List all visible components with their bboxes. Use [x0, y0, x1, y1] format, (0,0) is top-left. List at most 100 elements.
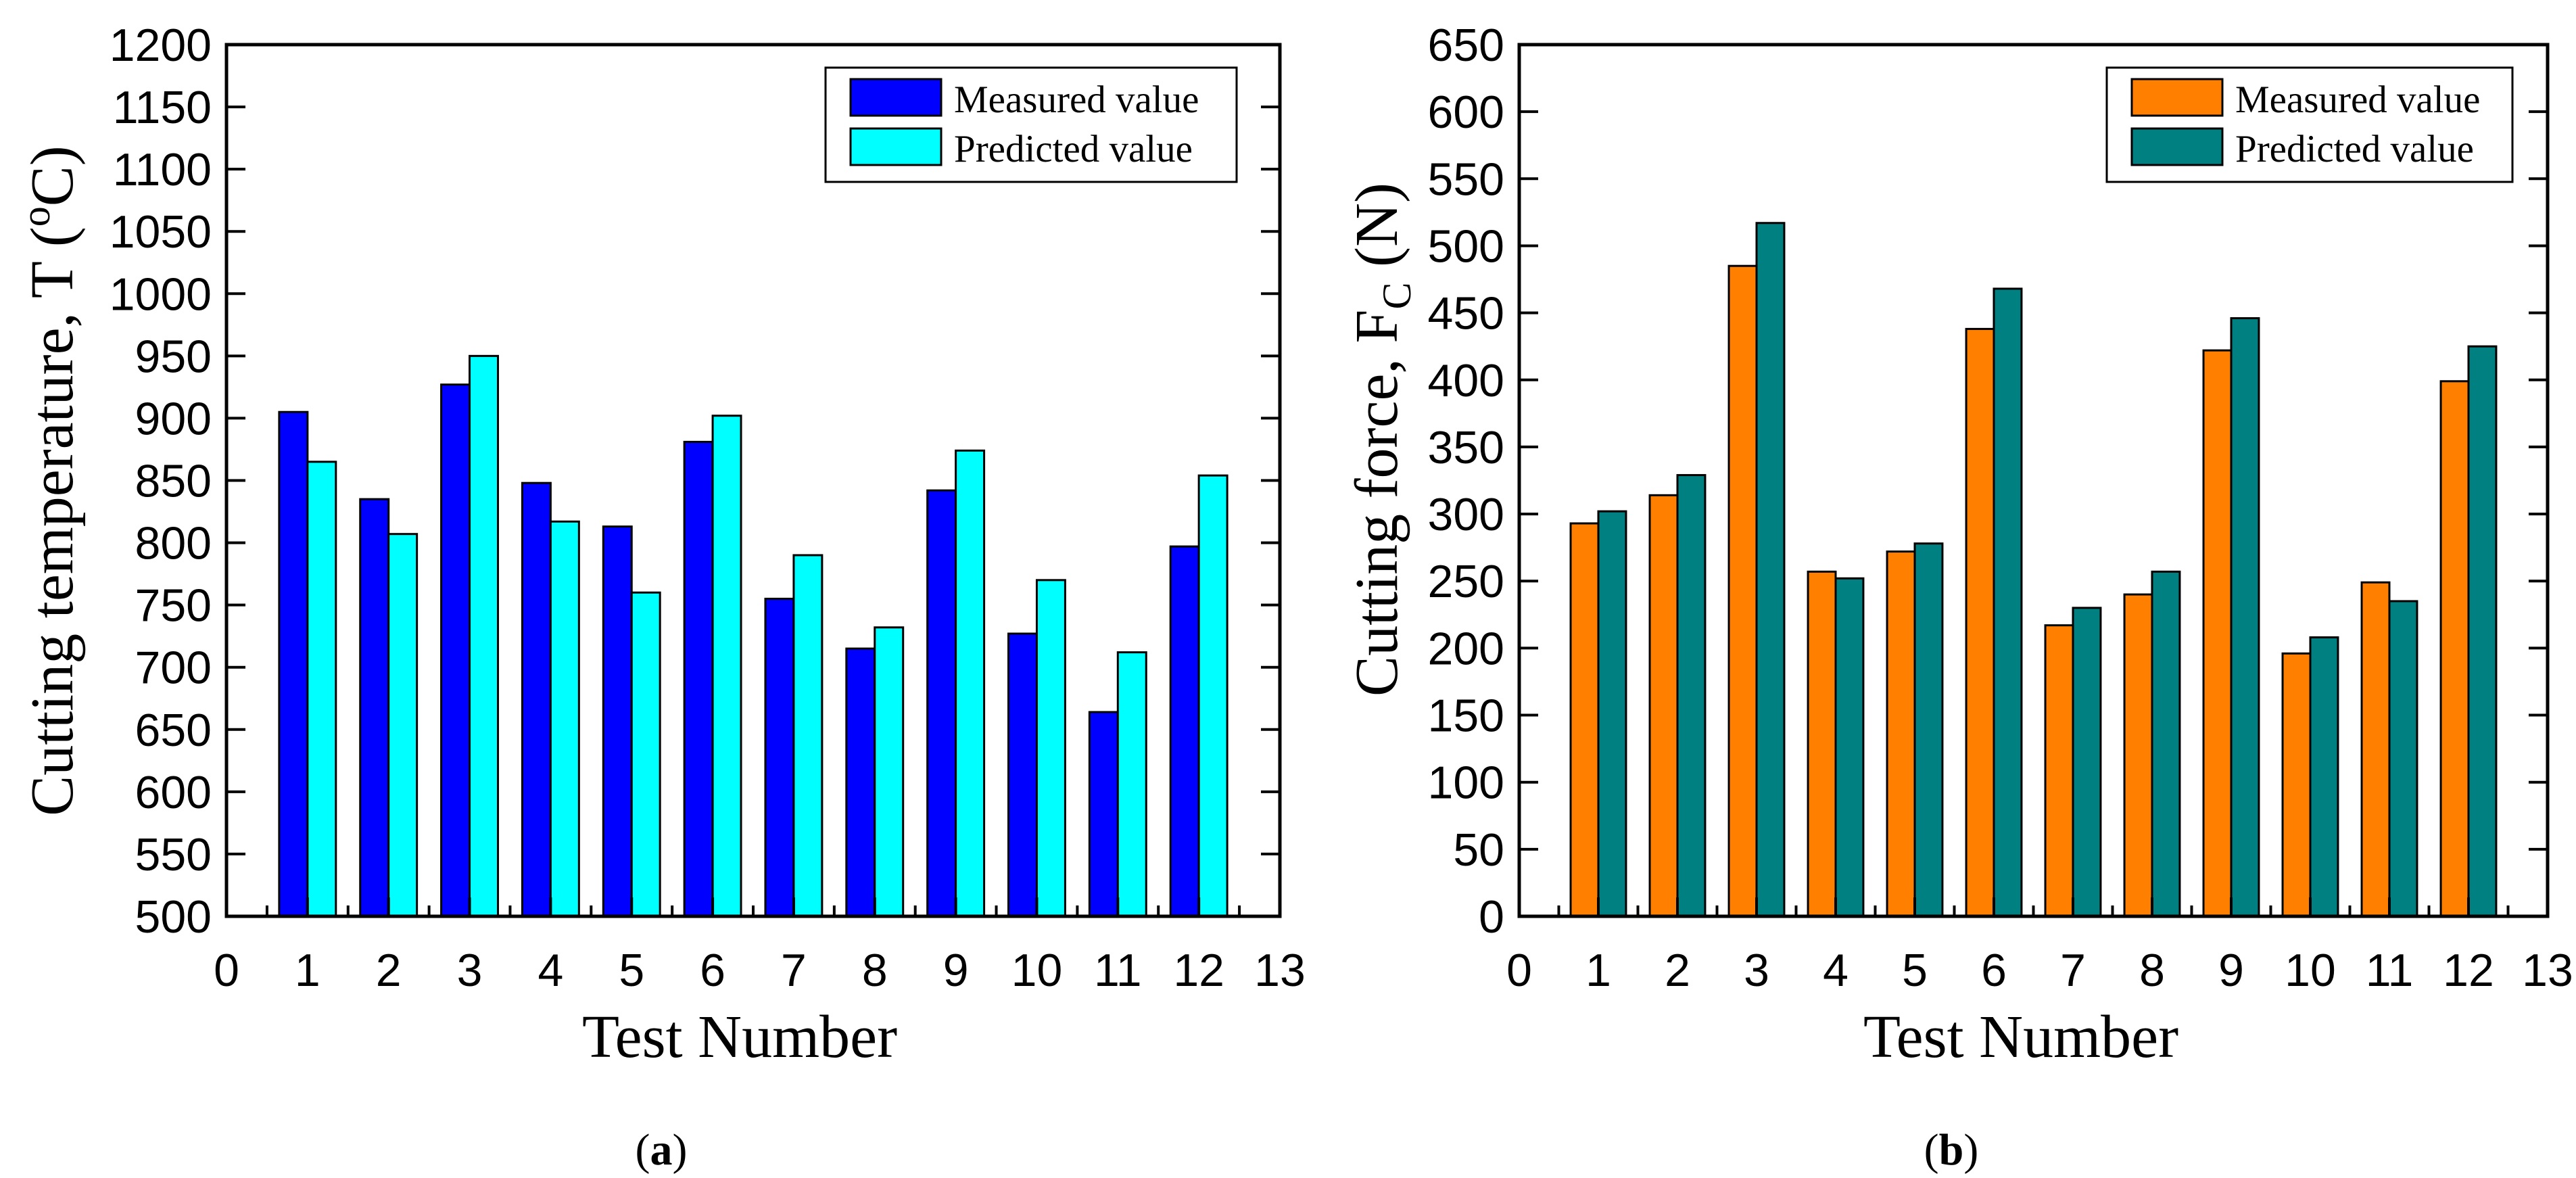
y-tick-label: 1100 [113, 144, 212, 195]
legend: Measured value Predicted value [824, 66, 1238, 183]
bar-measured-test-6 [683, 440, 714, 918]
x-tick-label: 5 [1902, 945, 1928, 996]
legend-label-predicted: Predicted value [954, 128, 1193, 170]
y-axis: 500 550 600 650 700 750 800 850 900 950 1000 1050 11… [110, 20, 1280, 943]
bar-measured-test-1 [278, 410, 309, 918]
x-axis: 0 1 2 3 4 5 6 7 8 9 10 11 12 13 [1506, 897, 2573, 996]
bar-measured-test-6 [1965, 327, 1995, 918]
bar-measured-test-10 [1007, 632, 1038, 918]
bar-measured-test-4 [521, 481, 552, 918]
y-tick-label: 750 [135, 580, 212, 632]
x-tick-label: 12 [1173, 945, 1224, 996]
y-tick-label: 400 [1428, 355, 1504, 406]
y-axis-title: Cutting temperature, T (oC) [14, 145, 86, 816]
bar-measured-test-4 [1807, 570, 1837, 918]
bar-predicted-test-12 [1197, 474, 1229, 918]
x-axis: 0 1 2 3 4 5 6 7 8 9 10 11 12 13 [214, 897, 1306, 996]
bar-measured-test-3 [1727, 264, 1758, 918]
bars [1569, 222, 2498, 918]
bar-predicted-test-7 [2072, 607, 2102, 918]
y-axis-title-subscript: C [1375, 282, 1419, 309]
bar-measured-test-5 [1886, 550, 1916, 918]
bar-predicted-test-10 [1035, 579, 1066, 918]
y-axis: 0 50 100 150 200 250 300 350 400 450 500 550 600 650 [1428, 20, 2548, 943]
bar-measured-test-9 [926, 489, 957, 918]
x-tick-label: 8 [2139, 945, 2165, 996]
x-tick-label: 5 [619, 945, 644, 996]
x-tick-label: 11 [2366, 945, 2414, 996]
x-tick-label: 6 [700, 945, 725, 996]
y-tick-label: 550 [135, 829, 212, 880]
bar-predicted-test-7 [792, 554, 824, 918]
x-tick-label: 9 [943, 945, 969, 996]
y-tick-label: 450 [1428, 288, 1504, 339]
y-tick-label: 1200 [110, 20, 212, 71]
y-axis-title-text: (N) [1343, 183, 1410, 282]
bar-measured-test-9 [2202, 349, 2233, 918]
bar-predicted-test-6 [1993, 287, 2023, 918]
y-tick-label: 50 [1453, 824, 1504, 876]
bar-measured-test-12 [1169, 545, 1200, 918]
x-tick-label: 0 [214, 945, 239, 996]
panel-caption-paren: ) [673, 1125, 688, 1175]
y-axis-title-text: Cutting force, F [1343, 310, 1410, 697]
legend-label-measured: Measured value [954, 78, 1199, 121]
bar-predicted-test-5 [1913, 542, 1944, 918]
legend-swatch-predicted [2130, 127, 2224, 166]
bar-predicted-test-2 [1676, 474, 1707, 918]
y-tick-label: 1050 [110, 206, 212, 258]
bar-measured-test-1 [1569, 522, 1600, 918]
x-tick-label: 0 [1506, 945, 1532, 996]
bars [278, 354, 1229, 918]
x-tick-label: 10 [1011, 945, 1063, 996]
bar-measured-test-2 [359, 498, 390, 918]
bar-predicted-test-1 [1597, 510, 1627, 918]
x-tick-label: 7 [781, 945, 807, 996]
bar-predicted-test-12 [2467, 345, 2498, 918]
y-tick-label: 300 [1428, 489, 1504, 540]
panel-caption: (a) [636, 1125, 688, 1175]
x-tick-label: 1 [1585, 945, 1611, 996]
y-tick-label: 500 [135, 891, 212, 943]
bar-predicted-test-8 [2151, 570, 2181, 918]
panel-a-cutting-temperature-chart: 5005506006507007508008509009501000105011… [14, 20, 1306, 1175]
legend-swatch-measured [2130, 78, 2224, 117]
bar-measured-test-3 [440, 383, 471, 918]
legend-swatch-predicted [849, 127, 943, 166]
legend: Measured value Predicted value [2105, 66, 2514, 183]
y-tick-label: 650 [135, 705, 212, 756]
bar-measured-test-7 [764, 597, 795, 918]
panel-caption-paren: ) [1963, 1125, 1978, 1175]
x-tick-label: 10 [2285, 945, 2336, 996]
bar-predicted-test-3 [469, 354, 499, 918]
legend-label-predicted: Predicted value [2235, 128, 2474, 170]
panel-b-cutting-force-chart: 0501001502002503003504004505005506006500… [1343, 20, 2573, 1175]
x-tick-label: 7 [2060, 945, 2086, 996]
x-tick-label: 11 [1094, 945, 1142, 996]
x-tick-label: 2 [376, 945, 402, 996]
bar-measured-test-5 [602, 525, 633, 918]
y-tick-label: 600 [1428, 87, 1504, 138]
y-axis-title-text: Cutting temperature, T ( [19, 227, 86, 816]
bar-predicted-test-8 [874, 626, 905, 918]
bar-measured-test-11 [1088, 711, 1119, 918]
panel-caption-paren: ( [1924, 1125, 1939, 1175]
y-tick-label: 250 [1428, 556, 1504, 607]
bar-measured-test-10 [2281, 652, 2312, 918]
y-tick-label: 850 [135, 456, 212, 507]
y-tick-label: 150 [1428, 690, 1504, 742]
bar-measured-test-8 [2123, 593, 2153, 918]
y-tick-label: 550 [1428, 154, 1504, 205]
x-tick-label: 12 [2443, 945, 2494, 996]
x-tick-label: 4 [538, 945, 563, 996]
bar-predicted-test-11 [2388, 600, 2418, 918]
bar-predicted-test-3 [1755, 222, 1786, 918]
bar-measured-test-12 [2439, 380, 2470, 918]
y-tick-label: 350 [1428, 422, 1504, 473]
bar-predicted-test-1 [306, 461, 337, 918]
y-tick-label: 800 [135, 518, 212, 569]
x-axis-title: Test Number [582, 1004, 897, 1070]
bar-predicted-test-4 [1834, 577, 1865, 918]
